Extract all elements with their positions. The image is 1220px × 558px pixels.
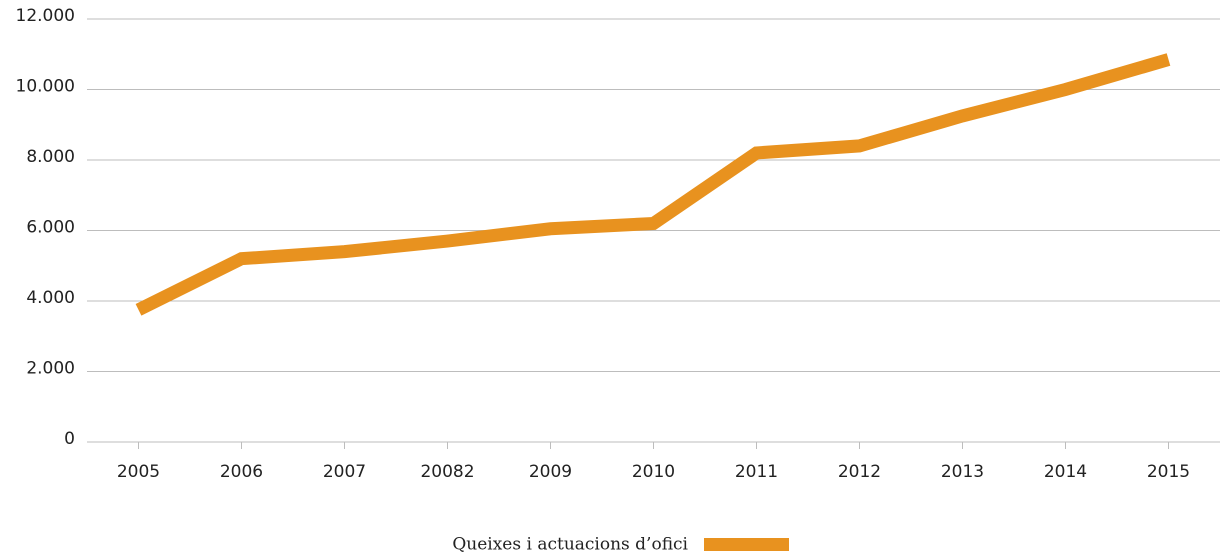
- y-tick-label: 6.000: [26, 218, 75, 238]
- x-tick-label: 2011: [735, 462, 778, 482]
- y-tick-label: 8.000: [26, 147, 75, 167]
- x-tick-label: 20082: [420, 462, 474, 482]
- x-tick-label: 2009: [529, 462, 572, 482]
- y-tick-label: 10.000: [16, 77, 75, 97]
- x-tick-label: 2015: [1147, 462, 1190, 482]
- legend-label: Queixes i actuacions d’ofici: [452, 535, 688, 555]
- x-tick-label: 2014: [1044, 462, 1087, 482]
- x-tick-label: 2007: [323, 462, 366, 482]
- y-tick-label: 12.000: [16, 6, 75, 26]
- x-tick-label: 2013: [941, 462, 984, 482]
- x-tick-label: 2006: [220, 462, 263, 482]
- data-line: [135, 53, 1171, 316]
- y-tick-label: 2.000: [26, 359, 75, 379]
- legend-swatch: [704, 538, 789, 551]
- x-tick-label: 2012: [838, 462, 881, 482]
- x-tick-label: 2005: [117, 462, 160, 482]
- y-tick-label: 4.000: [26, 288, 75, 308]
- x-tick-label: 2010: [632, 462, 675, 482]
- y-tick-label: 0: [64, 429, 75, 449]
